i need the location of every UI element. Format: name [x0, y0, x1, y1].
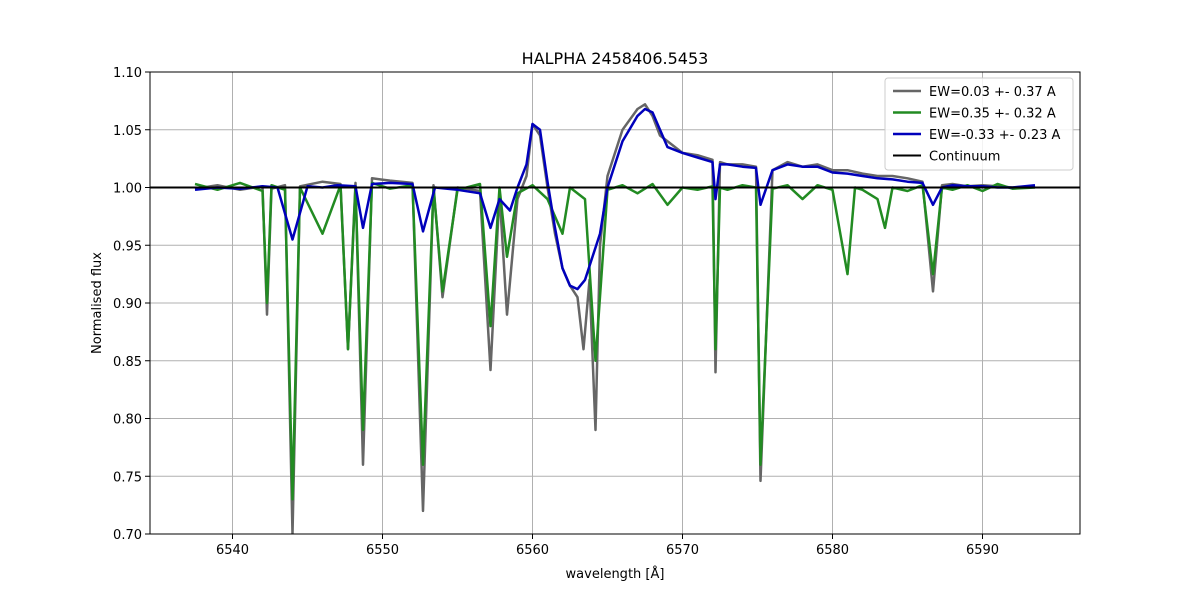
y-axis-label: Normalised flux — [90, 252, 105, 354]
series-line-2 — [194, 107, 1036, 291]
x-tick-label: 6540 — [216, 543, 249, 558]
x-axis: 6540 6550 6560 6570 6580 6590 — [216, 534, 999, 558]
y-tick-label: 1.00 — [113, 182, 142, 197]
y-tick-label: 0.95 — [113, 239, 142, 254]
y-tick-label: 1.10 — [113, 66, 142, 81]
legend: EW=0.03 +- 0.37 A EW=0.35 +- 0.32 A EW=-0.… — [884, 77, 1074, 171]
legend-label: EW=0.35 +- 0.32 A — [929, 107, 1056, 122]
x-tick-label: 6550 — [366, 543, 399, 558]
x-tick-label: 6560 — [516, 543, 549, 558]
y-tick-label: 0.80 — [113, 413, 142, 428]
x-tick-label: 6570 — [666, 543, 699, 558]
x-tick-label: 6590 — [966, 543, 999, 558]
y-tick-label: 0.90 — [113, 297, 142, 312]
legend-label: EW=-0.33 +- 0.23 A — [929, 128, 1061, 143]
series-line-1 — [194, 181, 1036, 501]
y-tick-label: 0.75 — [113, 470, 142, 485]
series-layer — [150, 103, 1080, 534]
series-line-0 — [194, 103, 1036, 534]
chart-title: HALPHA 2458406.5453 — [522, 49, 709, 68]
legend-label: Continuum — [929, 150, 1000, 165]
y-tick-label: 1.05 — [113, 124, 142, 139]
y-axis: 0.70 0.75 0.80 0.85 0.90 0.95 1.00 1.05 1.10 — [113, 66, 150, 543]
x-axis-label: wavelength [Å] — [566, 566, 665, 582]
legend-box — [884, 77, 1074, 171]
y-tick-label: 0.85 — [113, 355, 142, 370]
x-tick-label: 6580 — [816, 543, 849, 558]
legend-label: EW=0.03 +- 0.37 A — [929, 85, 1056, 100]
y-tick-label: 0.70 — [113, 528, 142, 543]
